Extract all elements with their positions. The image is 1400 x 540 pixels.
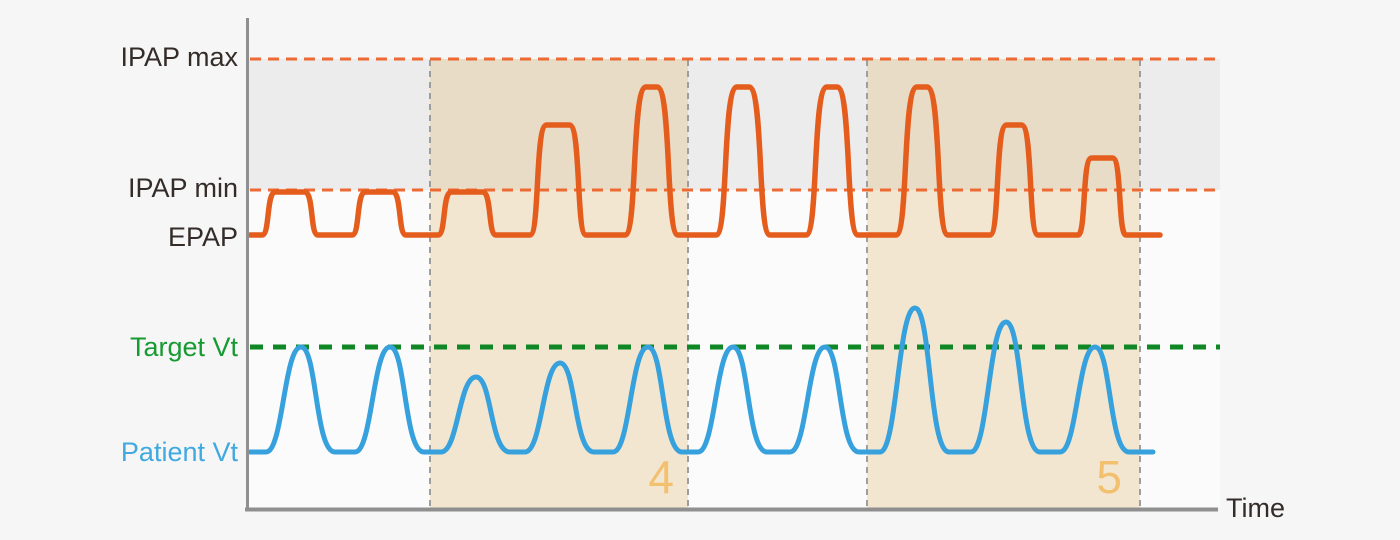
ipap-band bbox=[248, 59, 1220, 190]
region-5-number: 5 bbox=[1096, 451, 1122, 503]
region-4-number: 4 bbox=[648, 451, 674, 503]
region-4-highlight bbox=[430, 59, 688, 508]
patient-vt-label: Patient Vt bbox=[120, 437, 238, 467]
ipap-max-label: IPAP max bbox=[120, 42, 238, 72]
target-vt-label: Target Vt bbox=[129, 332, 238, 362]
patient-vt-waveform bbox=[247, 305, 1156, 455]
pressure-waveform bbox=[247, 84, 1163, 238]
time-axis-label: Time bbox=[1226, 493, 1285, 523]
epap-label: EPAP bbox=[167, 222, 238, 252]
ipap-min-label: IPAP min bbox=[127, 173, 238, 203]
